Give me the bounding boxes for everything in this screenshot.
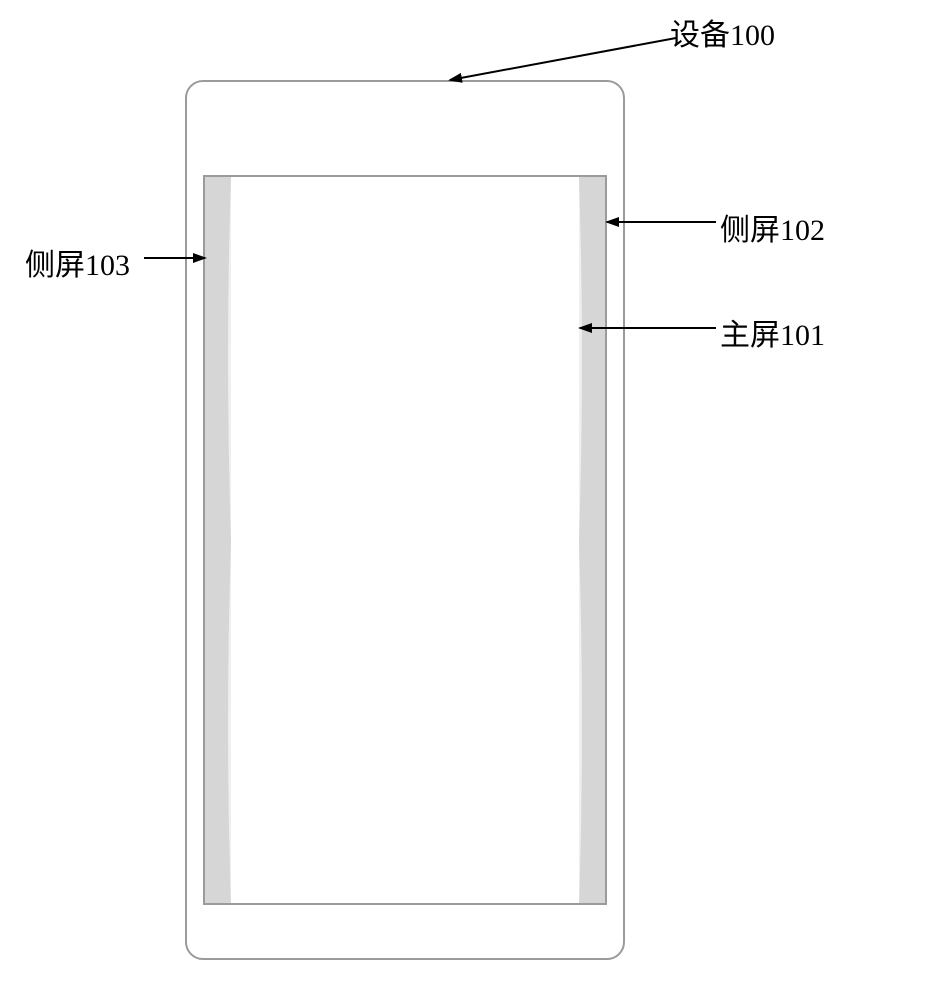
screen-area (203, 175, 607, 905)
label-device: 设备100 (670, 10, 775, 54)
diagram-canvas: 设备100 侧屏102 侧屏103 主屏101 (0, 0, 952, 1000)
device-arrow (450, 38, 676, 80)
label-main-screen: 主屏101 (720, 310, 825, 354)
side-screen-left (205, 177, 231, 903)
label-side-left: 侧屏103 (25, 240, 130, 284)
side-screen-right (579, 177, 605, 903)
label-side-right: 侧屏102 (720, 205, 825, 249)
